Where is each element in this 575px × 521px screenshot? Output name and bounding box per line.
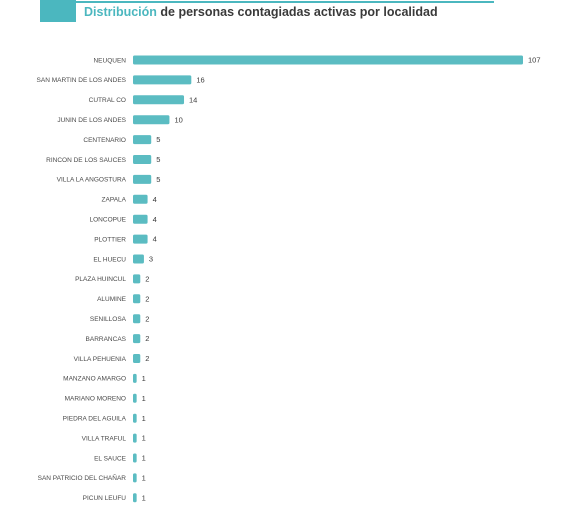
category-label: EL HUECU [93,256,126,263]
value-label: 1 [142,374,146,383]
bar [133,314,141,324]
category-label: BARRANCAS [86,336,127,343]
category-label: JUNIN DE LOS ANDES [57,117,126,124]
category-label: ALUMINE [97,296,127,303]
value-label: 10 [174,115,182,124]
value-label: 14 [189,95,197,104]
category-label: VILLA PEHUENIA [74,356,127,363]
category-label: CUTRAL CO [89,97,126,104]
category-label: SAN MARTIN DE LOS ANDES [37,77,127,84]
value-label: 1 [142,434,146,443]
bar [133,393,137,403]
bar [133,493,137,503]
category-label: LONCOPUE [90,217,127,224]
bar [133,55,523,65]
category-label: MANZANO AMARGO [63,376,126,383]
bar [133,234,148,244]
bar [133,274,141,284]
bar [133,254,144,264]
value-label: 2 [145,294,149,303]
header-accent-block [40,0,76,22]
category-label: SAN PATRICIO DEL CHAÑAR [38,473,127,482]
value-label: 1 [142,414,146,423]
category-label: VILLA LA ANGOSTURA [57,177,127,184]
bar [133,95,185,105]
category-label: EL SAUCE [94,455,127,462]
category-label: ZAPALA [102,197,127,204]
value-label: 107 [528,56,541,65]
bar [133,433,137,443]
category-label: NEUQUEN [93,57,126,64]
bar [133,334,141,344]
bar [133,214,148,224]
value-label: 1 [142,394,146,403]
value-label: 1 [142,474,146,483]
value-label: 16 [196,76,204,85]
value-label: 4 [153,195,157,204]
value-label: 2 [145,314,149,323]
bar [133,75,192,85]
category-label: PIEDRA DEL AGUILA [63,416,127,423]
value-label: 4 [153,235,157,244]
category-label: RINCON DE LOS SAUCES [46,157,126,164]
bar [133,155,152,164]
bar [133,453,137,463]
value-label: 2 [145,275,149,284]
header-rule [76,1,494,3]
bar [133,413,137,423]
category-label: VILLA TRAFUL [82,435,127,442]
category-label: MARIANO MORENO [65,396,126,403]
value-label: 1 [142,454,146,463]
bar [133,354,141,363]
category-label: CENTENARIO [83,137,126,144]
bar [133,473,137,483]
value-label: 2 [145,334,149,343]
category-label: SENILLOSA [90,316,127,323]
value-label: 1 [142,493,146,502]
bar [133,115,170,125]
bar [133,135,152,145]
chart-title-accent: Distribución [84,5,157,19]
bar [133,174,152,184]
bar [133,194,148,204]
category-label: PLOTTIER [94,236,126,243]
bar [133,373,137,383]
value-label: 3 [149,255,153,264]
value-label: 5 [156,155,160,164]
value-label: 5 [156,175,160,184]
value-label: 5 [156,135,160,144]
chart-title-rest: de personas contagiadas activas por loca… [156,5,438,19]
value-label: 2 [145,354,149,363]
bar [133,294,141,304]
category-label: PICUN LEUFU [83,495,127,502]
chart-title: Distribución de personas contagiadas act… [84,5,438,19]
category-label: PLAZA HUINCUL [75,276,126,283]
value-label: 4 [153,215,157,224]
